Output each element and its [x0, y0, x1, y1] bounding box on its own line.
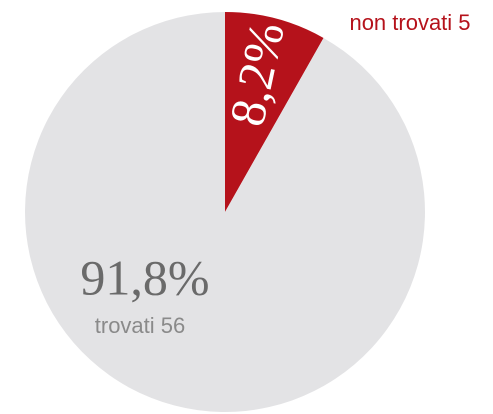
slice-category-label: trovati 56	[95, 313, 186, 338]
pie-slice	[24, 12, 425, 412]
pie-slice	[225, 12, 324, 212]
slice-category-label: non trovati 5	[349, 10, 470, 35]
slice-percent-label: 91,8%	[80, 249, 209, 305]
